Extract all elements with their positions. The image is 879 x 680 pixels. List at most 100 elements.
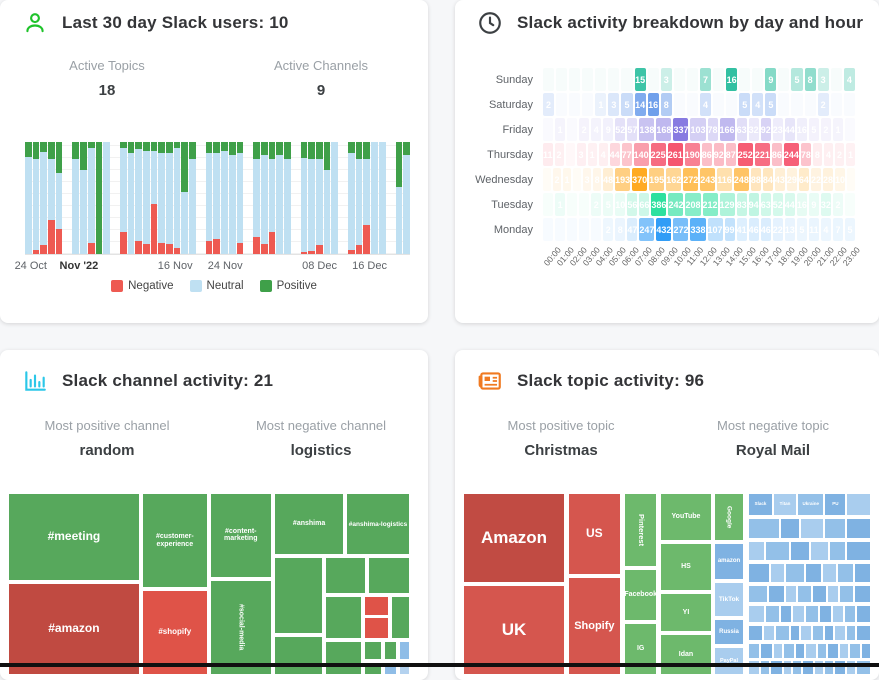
treemap-cell[interactable]: Google (713, 493, 745, 542)
treemap-cell[interactable] (799, 517, 825, 540)
treemap-cell[interactable] (816, 643, 827, 659)
treemap-cell[interactable] (853, 584, 871, 604)
treemap-cell[interactable] (804, 604, 820, 624)
treemap-cell[interactable]: #content-marketing (209, 493, 272, 578)
treemap-cell[interactable]: HS (660, 543, 712, 592)
treemap-cell[interactable] (383, 641, 397, 660)
treemap-cell[interactable] (797, 584, 813, 604)
treemap-cell[interactable] (792, 604, 805, 624)
treemap-cell[interactable] (770, 563, 786, 584)
treemap-cell[interactable]: #anshima (274, 493, 345, 556)
treemap-cell[interactable]: Slack (748, 493, 773, 516)
treemap-cell[interactable]: Russia (713, 618, 745, 646)
treemap-cell[interactable] (821, 563, 837, 584)
treemap-cell[interactable] (772, 643, 783, 659)
treemap-cell[interactable] (325, 557, 367, 595)
treemap-cell[interactable]: IG (624, 622, 658, 675)
treemap-cell[interactable] (839, 584, 854, 604)
treemap-cell[interactable] (804, 643, 817, 659)
treemap-cell[interactable] (789, 624, 800, 642)
treemap-cell[interactable]: #amazon (8, 582, 140, 675)
heatmap-cell: 2 (543, 93, 555, 116)
treemap-cell[interactable] (364, 641, 382, 660)
treemap-cell[interactable]: US (567, 493, 621, 575)
treemap-cell[interactable] (775, 624, 790, 642)
treemap-cell[interactable] (748, 643, 761, 659)
treemap-cell[interactable] (789, 541, 810, 562)
treemap-cell[interactable] (809, 541, 830, 562)
treemap-cell[interactable] (812, 624, 825, 642)
treemap-cell[interactable] (846, 624, 857, 642)
treemap-cell[interactable]: #social-media (209, 579, 272, 675)
treemap-cell[interactable] (765, 541, 790, 562)
treemap-cell[interactable] (836, 563, 854, 584)
treemap-cell[interactable] (391, 596, 410, 639)
treemap-cell[interactable]: Amazon (463, 493, 565, 583)
treemap-cell[interactable] (785, 563, 805, 584)
treemap-cell[interactable] (794, 643, 805, 659)
treemap-cell[interactable] (398, 641, 410, 660)
treemap-cell[interactable] (812, 584, 827, 604)
treemap-cell[interactable]: YI (660, 593, 712, 632)
treemap-cell[interactable]: PayPal (713, 647, 745, 675)
treemap-cell[interactable] (785, 584, 798, 604)
treemap-cell[interactable]: Facebook (624, 568, 658, 621)
treemap-cell[interactable] (325, 596, 363, 639)
treemap-cell[interactable] (819, 604, 832, 624)
treemap-cell[interactable] (762, 624, 776, 642)
treemap-cell[interactable] (274, 557, 324, 635)
treemap-cell[interactable] (782, 643, 795, 659)
treemap-cell[interactable] (765, 604, 781, 624)
treemap-cell[interactable] (748, 604, 766, 624)
treemap-cell[interactable] (748, 517, 781, 540)
treemap-cell[interactable] (824, 624, 835, 642)
treemap-cell[interactable] (748, 563, 771, 584)
treemap-cell[interactable] (364, 617, 390, 639)
treemap-cell[interactable] (799, 624, 813, 642)
sentiment-bar (127, 142, 135, 254)
treemap-cell[interactable] (748, 584, 768, 604)
treemap-cell[interactable]: #anshima-logistics (346, 493, 410, 556)
treemap-cell[interactable] (325, 641, 363, 675)
treemap-cell[interactable] (843, 604, 857, 624)
treemap-cell[interactable] (846, 517, 871, 540)
treemap-cell[interactable] (834, 624, 847, 642)
treemap-cell[interactable] (826, 643, 840, 659)
treemap-cell[interactable] (780, 517, 800, 540)
treemap-cell[interactable] (831, 604, 844, 624)
treemap-cell[interactable] (848, 643, 862, 659)
treemap-cell[interactable] (829, 541, 847, 562)
treemap-cell[interactable]: #shopify (141, 590, 208, 675)
treemap-cell[interactable] (760, 643, 773, 659)
treemap-cell[interactable]: #customer-experience (141, 493, 208, 588)
treemap-cell[interactable] (780, 604, 793, 624)
treemap-cell[interactable] (846, 541, 871, 562)
treemap-cell[interactable] (274, 636, 324, 675)
treemap-cell[interactable] (846, 493, 871, 516)
treemap-cell[interactable] (748, 624, 763, 642)
treemap-cell[interactable]: amazon (713, 543, 745, 580)
treemap-cell[interactable] (767, 584, 786, 604)
treemap-cell[interactable]: TikTok (713, 581, 745, 617)
treemap-cell[interactable] (856, 624, 871, 642)
treemap-cell[interactable]: UK (463, 585, 565, 675)
treemap-cell[interactable] (839, 643, 849, 659)
treemap-cell[interactable] (861, 643, 871, 659)
treemap-cell[interactable]: #meeting (8, 493, 140, 581)
treemap-cell[interactable]: YouTube (660, 493, 712, 542)
treemap-cell[interactable]: Idan (660, 634, 712, 675)
treemap-cell[interactable]: Ukraine (797, 493, 825, 516)
treemap-cell[interactable]: Pinterest (624, 493, 658, 567)
treemap-cell[interactable] (856, 604, 871, 624)
treemap-cell[interactable] (364, 596, 390, 617)
treemap-cell[interactable]: PU (824, 493, 847, 516)
treemap-cell[interactable]: Titan (772, 493, 798, 516)
heatmap-cell: 11 (543, 143, 553, 166)
treemap-cell[interactable] (826, 584, 840, 604)
treemap-cell[interactable] (368, 557, 410, 595)
treemap-cell[interactable] (804, 563, 822, 584)
treemap-cell[interactable] (853, 563, 871, 584)
treemap-cell[interactable] (824, 517, 847, 540)
treemap-cell[interactable]: Shopify (567, 576, 621, 675)
treemap-cell[interactable] (748, 541, 766, 562)
